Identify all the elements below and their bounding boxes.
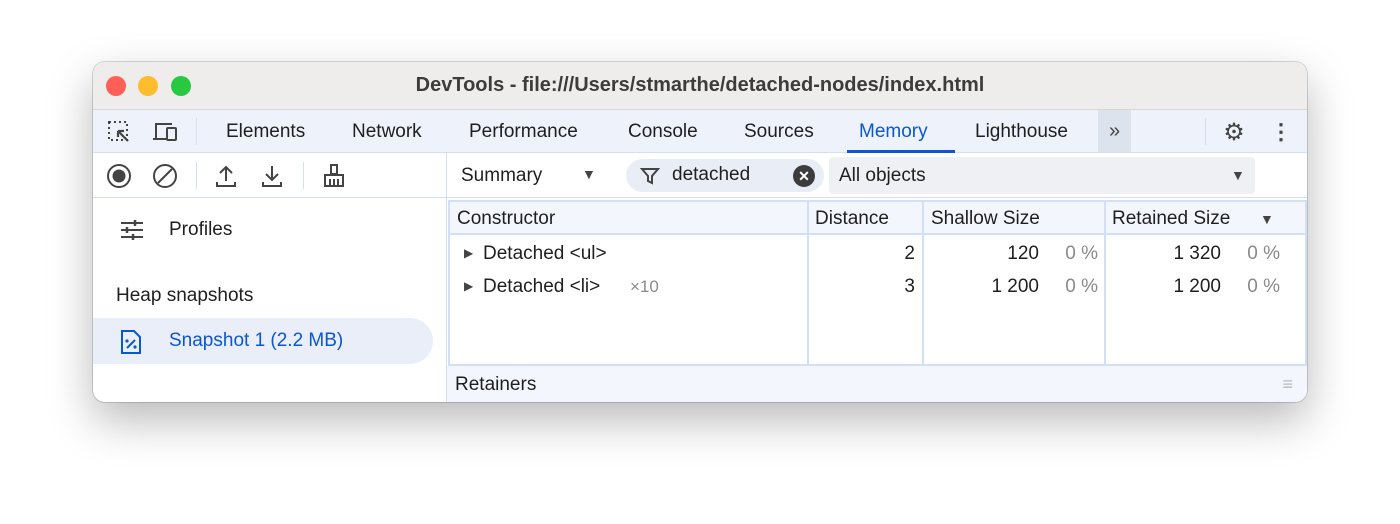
snapshot-label: Snapshot 1 (2.2 MB) [169,330,344,351]
constructor-name: Detached <ul> [483,243,607,264]
filter-funnel-icon [640,166,660,186]
close-window-button[interactable] [106,76,126,96]
title-bar: DevTools - file:///Users/stmarthe/detach… [93,62,1307,110]
settings-gear-icon[interactable]: ⚙ [1223,118,1245,146]
profiles-sliders-icon [119,218,145,242]
retainers-label: Retainers [455,374,537,395]
load-profile-upload-icon[interactable] [214,163,238,189]
record-heap-snapshot-icon[interactable] [106,163,132,189]
panel-tab-bar: Elements Network Performance Console Sou… [93,110,1307,153]
class-filter-input[interactable]: detached ✕ [626,159,824,192]
resize-handle-icon[interactable]: ≡ [1282,374,1293,394]
expand-triangle-icon[interactable]: ▶ [464,246,474,260]
distance-value: 2 [904,243,915,264]
header-constructor[interactable]: Constructor [457,208,556,229]
heap-snapshots-heading: Heap snapshots [116,285,254,306]
view-dropdown-chevron-icon[interactable]: ▼ [582,166,596,182]
profiles-heading: Profiles [169,219,233,240]
inspect-element-icon[interactable] [107,120,131,144]
minimize-window-button[interactable] [138,76,158,96]
more-tabs-chevron-icon[interactable]: » [1098,110,1131,152]
shallow-size-percent: 0 % [1065,243,1098,264]
header-retained-size[interactable]: Retained Size [1112,208,1231,229]
header-shallow-size[interactable]: Shallow Size [931,208,1040,229]
profiles-sidebar: Profiles Heap snapshots Snapshot 1 (2.2 … [93,198,447,402]
retained-size-value: 1 320 [1173,243,1221,264]
device-toolbar-icon[interactable] [152,120,180,144]
filter-value: detached [672,164,751,185]
shallow-size-value: 1 200 [991,276,1039,297]
tab-network[interactable]: Network [352,121,422,142]
clear-filter-icon[interactable]: ✕ [793,165,815,187]
collect-garbage-broom-icon[interactable] [321,163,347,189]
tab-elements[interactable]: Elements [226,121,306,142]
constructor-name: Detached <li> [483,276,601,297]
table-row[interactable]: ▶ Detached <ul> 2 120 0 % 1 320 0 % [450,237,1305,270]
sort-descending-icon: ▼ [1260,211,1274,227]
objects-select[interactable]: All objects ▼ [829,157,1255,194]
view-select[interactable]: Summary [461,165,543,186]
shallow-size-percent: 0 % [1065,276,1098,297]
instance-count: ×10 [630,277,659,296]
retainers-pane-header[interactable]: Retainers ≡ [447,366,1307,402]
header-distance[interactable]: Distance [815,208,889,229]
shallow-size-value: 120 [1007,243,1039,264]
more-options-kebab-icon[interactable]: ⋮ [1270,119,1292,144]
objects-dropdown-chevron-icon: ▼ [1231,167,1245,183]
window-title: DevTools - file:///Users/stmarthe/detach… [415,74,985,96]
tab-sources[interactable]: Sources [744,121,814,142]
heap-snapshot-file-icon [120,329,142,355]
maximize-window-button[interactable] [171,76,191,96]
tab-performance[interactable]: Performance [469,121,578,142]
retained-size-percent: 0 % [1247,276,1280,297]
table-row[interactable]: ▶ Detached <li> ×10 3 1 200 0 % 1 200 0 … [450,270,1305,303]
active-tab-indicator [847,150,955,153]
tab-lighthouse[interactable]: Lighthouse [975,121,1068,142]
expand-triangle-icon[interactable]: ▶ [464,279,474,293]
save-profile-download-icon[interactable] [260,163,284,189]
clear-profiles-icon[interactable] [152,163,178,189]
tab-memory[interactable]: Memory [859,121,928,142]
memory-toolbar: Summary ▼ detached ✕ All objects ▼ [93,153,1307,198]
retained-size-percent: 0 % [1247,243,1280,264]
distance-value: 3 [904,276,915,297]
objects-select-value: All objects [839,165,926,186]
table-header [450,202,1305,235]
snapshot-list-item[interactable]: Snapshot 1 (2.2 MB) [93,318,433,364]
tab-console[interactable]: Console [628,121,698,142]
retained-size-value: 1 200 [1173,276,1221,297]
devtools-window: DevTools - file:///Users/stmarthe/detach… [93,62,1307,402]
heap-summary-table: Constructor Distance Shallow Size Retain… [448,200,1307,366]
